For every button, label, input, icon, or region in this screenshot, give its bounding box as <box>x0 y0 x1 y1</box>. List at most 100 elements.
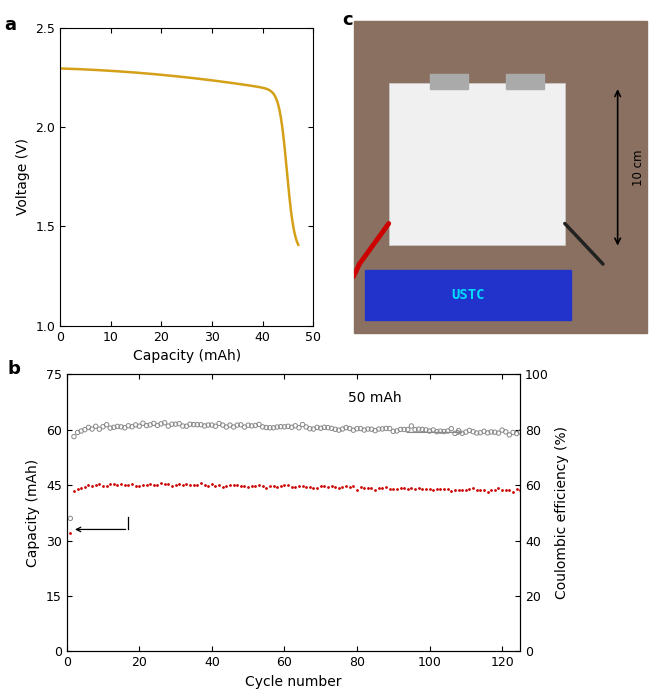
Point <box>417 424 428 435</box>
Point <box>460 484 471 495</box>
Point <box>493 428 504 439</box>
Point <box>377 482 388 493</box>
Point <box>283 421 293 432</box>
Point <box>159 479 170 490</box>
Point <box>69 485 79 496</box>
Point <box>293 481 304 492</box>
Point <box>363 423 374 435</box>
Point <box>105 478 115 489</box>
Point <box>337 423 348 435</box>
Point <box>406 421 417 432</box>
Point <box>468 426 478 437</box>
Point <box>123 480 133 491</box>
Point <box>97 480 108 491</box>
Point <box>134 421 145 432</box>
Point <box>508 486 518 497</box>
Text: c: c <box>342 11 352 29</box>
Point <box>203 480 213 491</box>
Point <box>359 482 370 493</box>
Point <box>334 425 344 436</box>
Point <box>388 484 399 495</box>
Point <box>141 480 152 491</box>
Point <box>170 480 181 491</box>
Point <box>94 479 105 490</box>
Bar <box>506 73 544 89</box>
Point <box>83 480 94 491</box>
Point <box>381 481 392 492</box>
Point <box>366 423 377 435</box>
Point <box>450 428 460 439</box>
Point <box>479 426 490 437</box>
Point <box>330 423 341 435</box>
Point <box>341 480 352 491</box>
Point <box>174 479 185 490</box>
Point <box>155 477 166 488</box>
Point <box>79 482 90 493</box>
Point <box>116 421 127 432</box>
Point <box>275 480 286 491</box>
Point <box>246 421 257 432</box>
Point <box>286 482 297 493</box>
Point <box>464 425 475 436</box>
Point <box>323 422 334 433</box>
Point <box>323 482 334 493</box>
Point <box>515 484 526 495</box>
Point <box>366 482 377 493</box>
Point <box>359 425 370 436</box>
Point <box>265 480 275 491</box>
Point <box>79 424 90 435</box>
Point <box>177 480 188 491</box>
Point <box>250 420 261 431</box>
Point <box>421 424 432 435</box>
Point <box>435 426 446 437</box>
Point <box>243 420 253 431</box>
Point <box>454 484 464 495</box>
Point <box>500 484 511 495</box>
Point <box>203 419 213 430</box>
Point <box>130 419 141 430</box>
Text: b: b <box>8 360 21 378</box>
Point <box>228 421 239 432</box>
Point <box>497 425 508 436</box>
Point <box>352 423 362 435</box>
Point <box>105 423 115 434</box>
Point <box>402 484 413 495</box>
Point <box>217 482 228 493</box>
Point <box>297 480 308 491</box>
Point <box>253 480 264 491</box>
Point <box>424 426 435 437</box>
Point <box>417 484 428 495</box>
Point <box>250 481 261 492</box>
Point <box>246 481 257 492</box>
Point <box>374 482 384 493</box>
Point <box>167 419 177 430</box>
Point <box>188 419 199 430</box>
Point <box>69 431 79 442</box>
Point <box>290 420 301 431</box>
Point <box>94 423 105 435</box>
Point <box>170 419 181 430</box>
Point <box>319 422 329 433</box>
Point <box>275 421 286 432</box>
Point <box>213 480 224 491</box>
Point <box>134 480 145 491</box>
Point <box>279 421 289 432</box>
Point <box>101 480 112 491</box>
Point <box>130 481 141 492</box>
Point <box>457 484 468 495</box>
Point <box>155 419 166 430</box>
Point <box>515 426 526 437</box>
Point <box>76 482 87 493</box>
Point <box>486 484 496 495</box>
Point <box>272 481 283 492</box>
Point <box>326 423 337 434</box>
Point <box>257 421 268 432</box>
Point <box>402 424 413 435</box>
Point <box>283 480 293 491</box>
Point <box>213 418 224 429</box>
Bar <box>366 270 571 320</box>
Point <box>239 480 250 491</box>
Point <box>279 480 289 491</box>
Point <box>195 419 206 430</box>
Point <box>384 483 395 494</box>
